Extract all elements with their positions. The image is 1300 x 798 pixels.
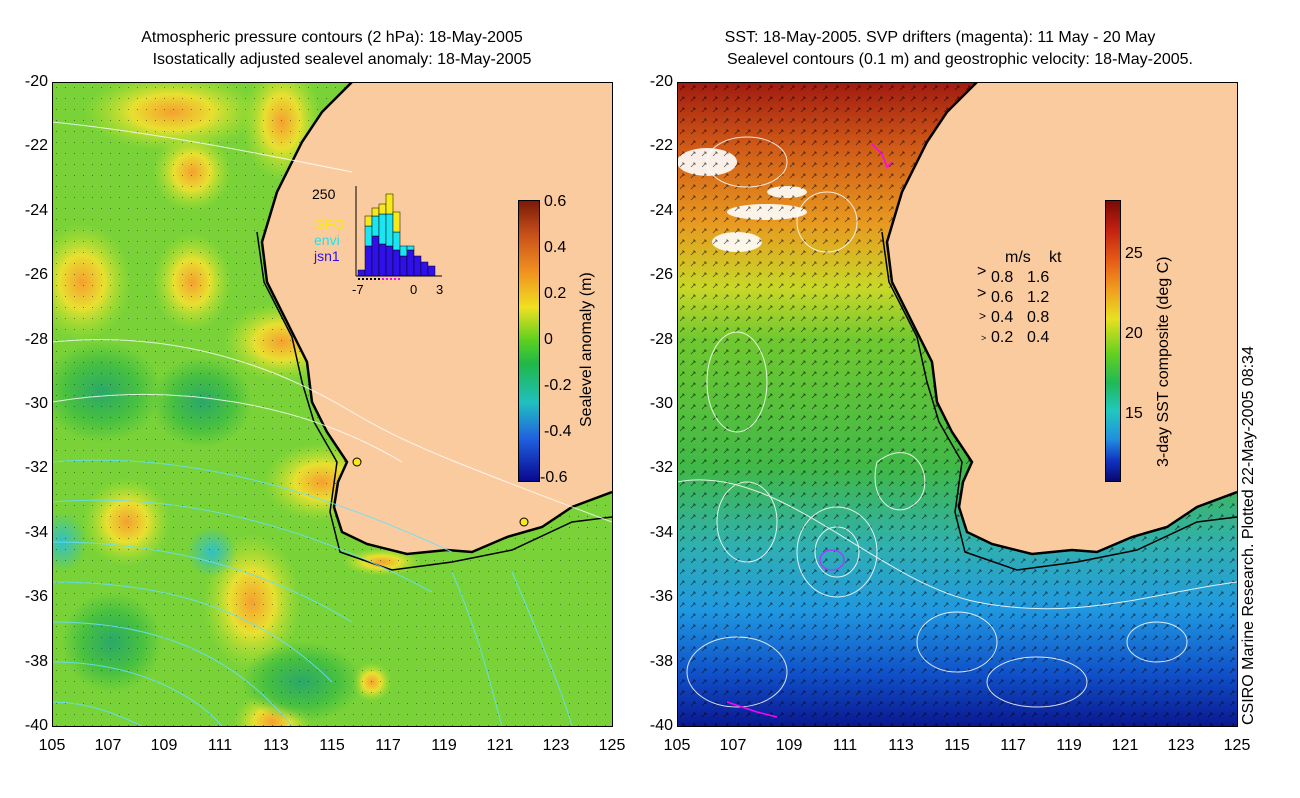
legend-ms-3: 0.4 [991, 309, 1014, 326]
x-tick-label: 113 [263, 737, 289, 754]
y-tick-label: -40 [24, 717, 48, 734]
y-tick-label: -36 [649, 588, 673, 606]
left-map-graphic [52, 82, 612, 726]
y-tick-label: -22 [24, 137, 48, 155]
y-tick-label: -36 [24, 588, 48, 606]
inset-ymax: 250 [312, 186, 336, 202]
x-tick-label: 119 [1056, 737, 1082, 754]
left-title-line1: Atmospheric pressure contours (2 hPa): 1… [141, 29, 523, 46]
right-sst-map: m/s kt > 0.8 1.6 > 0.6 1.2 > 0.4 0.8 > 0… [677, 82, 1237, 726]
x-tick-label: 117 [375, 737, 401, 754]
inset-legend-envi: envi [314, 232, 340, 248]
left-colorbar [518, 200, 540, 482]
left-cb-tick-3: 0 [544, 331, 553, 348]
legend-header-ms: m/s [1005, 249, 1031, 266]
x-tick-label: 111 [832, 737, 858, 754]
x-tick-label: 107 [94, 737, 122, 754]
legend-kt-1: 1.6 [1027, 269, 1050, 286]
x-tick-label: 115 [319, 737, 345, 754]
y-tick-label: -34 [649, 523, 673, 541]
y-tick-label: -32 [24, 459, 48, 477]
x-tick-label: 125 [598, 737, 626, 754]
y-tick-label: -24 [24, 201, 48, 219]
right-map-graphic [677, 82, 1237, 726]
legend-ms-4: 0.2 [991, 329, 1014, 346]
y-tick-label: -26 [24, 266, 48, 284]
x-tick-label: 123 [1167, 737, 1195, 754]
y-tick-label: -26 [649, 266, 673, 284]
inset-xtick-max: 3 [436, 282, 444, 297]
legend-arrow-icon-4: > [981, 333, 987, 343]
inset-legend-gfo: GFO [314, 216, 345, 232]
x-tick-label: 109 [150, 737, 178, 754]
x-tick-label: 111 [207, 737, 233, 754]
y-tick-label: -30 [649, 395, 673, 412]
x-tick-label: 117 [1000, 737, 1026, 754]
left-cb-tick-2: 0.2 [544, 285, 567, 302]
left-cb-tick-1: 0.4 [544, 239, 567, 256]
y-tick-label: -34 [24, 523, 48, 541]
legend-ms-1: 0.8 [991, 269, 1014, 286]
y-tick-label: -20 [24, 73, 48, 90]
x-tick-label: 109 [775, 737, 803, 754]
y-tick-label: -24 [649, 201, 673, 219]
legend-arrow-icon-2: > [977, 285, 987, 302]
legend-arrow-icon-3: > [979, 309, 987, 323]
credit-text: CSIRO Marine Research. Plotted 22-May-20… [1240, 346, 1257, 725]
left-sealevel-map: 250 GFO envi jsn1 [52, 82, 612, 726]
right-cb-tick-20: 20 [1125, 325, 1143, 342]
y-tick-label: -28 [24, 330, 48, 348]
velocity-legend: m/s kt > 0.8 1.6 > 0.6 1.2 > 0.4 0.8 > 0… [977, 250, 1117, 350]
right-cb-tick-25: 25 [1125, 245, 1143, 262]
right-colorbar [1105, 200, 1121, 482]
y-tick-label: -32 [649, 459, 673, 477]
right-title-line1: SST: 18-May-2005. SVP drifters (magenta)… [724, 29, 1156, 46]
x-tick-label: 119 [431, 737, 457, 754]
left-cb-tick-4: -0.2 [544, 377, 572, 394]
legend-kt-3: 0.8 [1027, 309, 1050, 326]
right-cb-tick-15: 15 [1125, 405, 1143, 422]
x-tick-label: 107 [719, 737, 747, 754]
x-tick-label: 121 [1111, 737, 1139, 754]
y-tick-label: -28 [649, 330, 673, 348]
x-tick-label: 105 [663, 737, 691, 754]
y-tick-label: -20 [649, 73, 673, 90]
x-tick-label: 125 [1223, 737, 1251, 754]
inset-bars [357, 193, 436, 277]
x-tick-label: 115 [944, 737, 970, 754]
inset-xtick-zero: 0 [410, 282, 418, 297]
left-title-line2: Isostatically adjusted sealevel anomaly:… [152, 51, 532, 68]
inset-histogram: 250 GFO envi jsn1 [312, 186, 452, 297]
right-axis-frame [677, 82, 1238, 727]
legend-arrow-icon-1: > [977, 263, 987, 280]
legend-ms-2: 0.6 [991, 289, 1014, 306]
y-tick-label: -38 [24, 652, 48, 670]
left-cb-tick-0: 0.6 [544, 193, 567, 210]
left-cb-tick-6: -0.6 [540, 469, 568, 486]
y-tick-label: -30 [24, 395, 48, 412]
legend-kt-2: 1.2 [1027, 289, 1050, 306]
legend-header-kt: kt [1049, 249, 1062, 266]
x-tick-label: 105 [38, 737, 66, 754]
y-tick-label: -22 [649, 137, 673, 155]
y-tick-label: -40 [649, 717, 673, 734]
left-cb-tick-5: -0.4 [544, 423, 572, 440]
x-tick-label: 123 [542, 737, 570, 754]
right-title-line2: Sealevel contours (0.1 m) and geostrophi… [726, 51, 1193, 68]
x-tick-label: 113 [888, 737, 914, 754]
x-tick-label: 121 [486, 737, 514, 754]
inset-xtick-min: -7 [352, 282, 364, 297]
y-tick-label: -38 [649, 652, 673, 670]
inset-legend-jsn1: jsn1 [314, 248, 340, 264]
left-axis-frame [52, 82, 613, 727]
legend-kt-4: 0.4 [1027, 329, 1050, 346]
